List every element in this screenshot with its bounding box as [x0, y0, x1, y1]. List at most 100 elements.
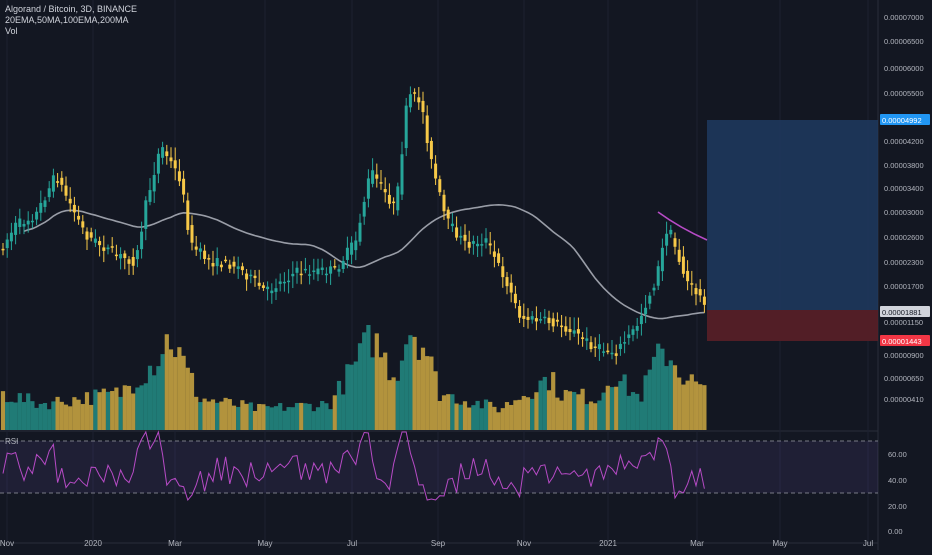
stop-zone[interactable] [707, 310, 878, 341]
candle[interactable] [597, 344, 601, 350]
candle[interactable] [56, 181, 60, 183]
candle[interactable] [408, 94, 412, 108]
candle[interactable] [530, 316, 534, 320]
candle[interactable] [316, 268, 320, 275]
candle[interactable] [194, 246, 198, 250]
candle[interactable] [14, 222, 18, 235]
candle[interactable] [245, 273, 249, 280]
candle[interactable] [371, 170, 375, 184]
candle[interactable] [648, 295, 652, 304]
candle[interactable] [442, 194, 446, 212]
candle[interactable] [308, 274, 312, 276]
candle[interactable] [396, 186, 400, 211]
candle[interactable] [106, 247, 110, 250]
candle[interactable] [77, 215, 81, 220]
candle[interactable] [572, 330, 576, 334]
candle[interactable] [337, 269, 341, 272]
candle[interactable] [581, 337, 585, 339]
candle[interactable] [219, 264, 223, 268]
candle[interactable] [484, 238, 488, 243]
candle[interactable] [539, 319, 543, 321]
candle[interactable] [156, 153, 160, 174]
candle[interactable] [589, 342, 593, 350]
candle[interactable] [198, 248, 202, 252]
candle[interactable] [119, 254, 123, 259]
candle[interactable] [547, 317, 551, 324]
candle[interactable] [358, 222, 362, 242]
candle[interactable] [98, 241, 102, 246]
candle[interactable] [169, 157, 173, 162]
candle[interactable] [224, 259, 228, 262]
candle[interactable] [434, 163, 438, 179]
candle[interactable] [702, 296, 706, 305]
candle[interactable] [236, 266, 240, 269]
candle[interactable] [5, 239, 9, 249]
ma-line-gray[interactable] [23, 203, 705, 320]
candle[interactable] [463, 234, 467, 241]
candle[interactable] [509, 282, 513, 293]
candle[interactable] [450, 223, 454, 227]
candle[interactable] [140, 231, 144, 250]
candle[interactable] [606, 350, 610, 353]
candle[interactable] [501, 266, 505, 278]
candle[interactable] [9, 232, 13, 242]
candle[interactable] [681, 256, 685, 274]
candle[interactable] [324, 273, 328, 276]
candle[interactable] [602, 351, 606, 353]
candle[interactable] [610, 352, 614, 355]
candle[interactable] [635, 325, 639, 331]
candle[interactable] [593, 346, 597, 349]
candle[interactable] [673, 238, 677, 247]
candle[interactable] [291, 273, 295, 277]
candle[interactable] [110, 246, 114, 248]
candle[interactable] [438, 179, 442, 193]
candle[interactable] [652, 287, 656, 291]
candle[interactable] [413, 92, 417, 94]
candle[interactable] [257, 282, 261, 286]
candle[interactable] [30, 220, 34, 223]
candle[interactable] [35, 211, 39, 220]
candle[interactable] [471, 241, 475, 244]
candle[interactable] [39, 202, 43, 213]
candle[interactable] [144, 200, 148, 229]
candle[interactable] [513, 293, 517, 304]
candle[interactable] [488, 243, 492, 246]
candle[interactable] [534, 318, 538, 322]
candle[interactable] [89, 232, 93, 238]
candle[interactable] [131, 257, 135, 266]
candle[interactable] [576, 329, 580, 334]
indicator-legend[interactable]: 20EMA,50MA,100EMA,200MA [5, 15, 129, 25]
candle[interactable] [278, 281, 282, 284]
candle[interactable] [1, 248, 5, 251]
candle[interactable] [350, 242, 354, 255]
candle[interactable] [568, 329, 572, 333]
candle[interactable] [492, 251, 496, 257]
candle[interactable] [505, 277, 509, 287]
candle[interactable] [354, 240, 358, 251]
candle[interactable] [694, 288, 698, 295]
candle[interactable] [64, 185, 68, 196]
candle[interactable] [85, 231, 89, 240]
candle[interactable] [22, 223, 26, 227]
candle[interactable] [81, 221, 85, 228]
candle[interactable] [123, 253, 127, 259]
candle[interactable] [127, 259, 131, 264]
candle[interactable] [18, 218, 22, 227]
candle[interactable] [135, 250, 139, 260]
candle[interactable] [585, 338, 589, 341]
candle[interactable] [480, 244, 484, 246]
candle[interactable] [543, 316, 547, 319]
rsi-line[interactable] [2, 430, 705, 502]
candle[interactable] [43, 200, 47, 207]
candle[interactable] [161, 147, 165, 158]
symbol-title[interactable]: Algorand / Bitcoin, 3D, BINANCE [5, 4, 138, 14]
candle[interactable] [526, 316, 530, 320]
candle[interactable] [253, 275, 257, 279]
candle[interactable] [698, 289, 702, 296]
candle[interactable] [429, 140, 433, 160]
candle[interactable] [177, 171, 181, 182]
candle[interactable] [379, 182, 383, 184]
candle[interactable] [270, 290, 274, 294]
